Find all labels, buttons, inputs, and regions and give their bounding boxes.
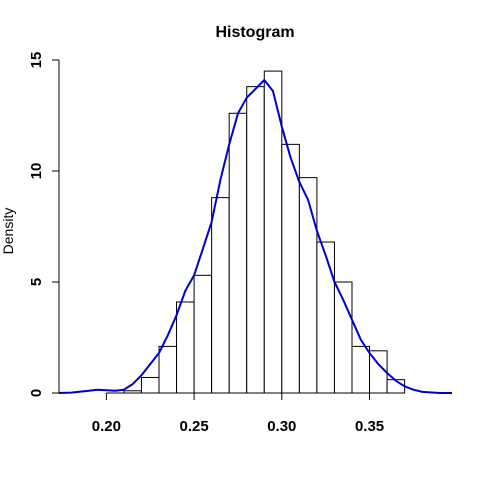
- y-tick-label: 15: [28, 52, 45, 69]
- y-tick-label: 5: [28, 278, 45, 286]
- histogram-bar: [176, 301, 195, 394]
- chart-title: Histogram: [215, 24, 294, 41]
- histogram-bar: [351, 345, 371, 394]
- histogram-bar: [246, 86, 265, 394]
- density-curve: [58, 79, 452, 394]
- histogram-bar: [298, 177, 318, 394]
- histogram-bar: [211, 197, 230, 394]
- x-axis: 0.20 0.25 0.30 0.35: [92, 392, 384, 435]
- y-axis-label: Density: [0, 208, 16, 255]
- y-tick-label: 0: [28, 389, 45, 397]
- histogram-bar: [158, 345, 178, 394]
- x-tick-label: 0.35: [355, 418, 384, 435]
- histogram-bar: [193, 274, 213, 394]
- histogram-bar: [281, 143, 300, 394]
- histogram-bar: [228, 112, 248, 394]
- y-axis: 0 5 10 15: [28, 52, 60, 397]
- y-tick-label: 10: [28, 163, 45, 180]
- x-tick-label: 0.25: [179, 418, 208, 435]
- histogram-bars: [123, 70, 406, 394]
- histogram-bar: [316, 241, 335, 394]
- histogram-bar: [140, 376, 160, 394]
- x-tick-label: 0.20: [92, 418, 121, 435]
- x-tick-label: 0.30: [267, 418, 296, 435]
